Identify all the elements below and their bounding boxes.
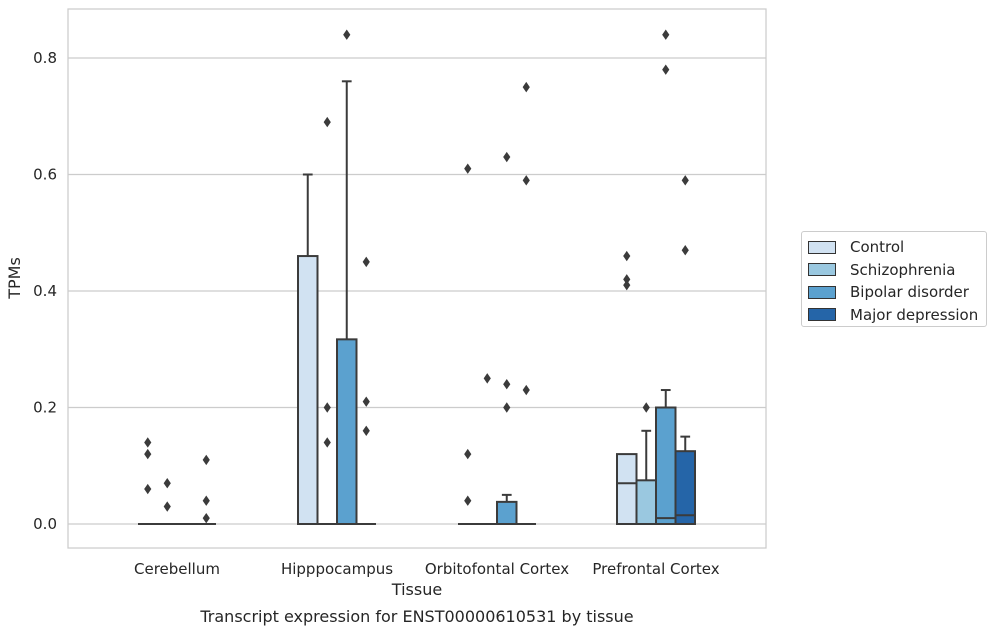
box-rect (496, 500, 518, 525)
x-tick-label: Hipppocampus (281, 560, 393, 578)
outlier-point (503, 151, 511, 163)
box-bipolar-disorder (336, 80, 358, 525)
outlier-point (464, 163, 472, 174)
y-tick-label: 0.6 (33, 166, 57, 184)
legend-item: Bipolar disorder (808, 281, 986, 304)
outlier-point (163, 501, 171, 512)
outlier-point (483, 373, 491, 384)
box-bipolar-disorder (496, 493, 518, 525)
box-major-depression (674, 435, 696, 525)
y-tick-labels: 0.0 0.2 0.4 0.6 0.8 (33, 49, 57, 533)
outlier-point (464, 495, 472, 506)
legend-swatch (808, 308, 836, 322)
legend-swatch (808, 263, 836, 277)
box-rect (297, 255, 319, 525)
box-rect (674, 450, 696, 525)
outlier-point (362, 256, 370, 268)
outlier-point (522, 81, 530, 93)
x-tick-labels: Cerebellum Hipppocampus Orbitofontal Corte… (134, 560, 720, 578)
outlier-point (144, 448, 152, 460)
legend-label: Control (850, 238, 905, 257)
outlier-point (522, 175, 530, 186)
y-tick-label: 0.4 (33, 282, 57, 300)
outlier-point (464, 448, 472, 460)
legend-item: Schizophrenia (808, 259, 986, 282)
outlier-point (323, 437, 331, 448)
outlier-point (163, 478, 171, 489)
legend: Control Schizophrenia Bipolar disorder Majo… (801, 231, 987, 327)
box-rect (616, 453, 638, 526)
x-tick-label: Cerebellum (134, 560, 220, 578)
outlier-point (362, 396, 370, 407)
outliers-layer (144, 29, 689, 524)
chart-caption: Transcript expression for ENST0000061053… (199, 607, 633, 626)
outlier-point (503, 379, 511, 390)
legend-item: Control (808, 236, 986, 259)
outlier-point (623, 279, 631, 291)
box-rect (336, 338, 358, 525)
outlier-point (144, 483, 152, 495)
legend-label: Major depression (850, 305, 979, 324)
outlier-point (642, 402, 650, 413)
outlier-point (681, 175, 689, 186)
box-bipolar-disorder (655, 389, 677, 525)
y-tick-label: 0.8 (33, 49, 57, 67)
outlier-point (503, 402, 511, 413)
outlier-point (343, 29, 351, 40)
x-tick-label: Prefrontal Cortex (592, 560, 719, 578)
plot-area (67, 8, 767, 549)
box-rect (655, 406, 677, 525)
outlier-point (623, 250, 631, 262)
outlier-point (323, 116, 331, 128)
legend-swatch (808, 285, 836, 299)
outlier-point (662, 29, 670, 40)
outlier-point (202, 454, 210, 466)
y-tick-label: 0.0 (33, 515, 57, 533)
outlier-point (362, 425, 370, 436)
legend-label: Schizophrenia (850, 260, 956, 279)
outlier-point (323, 402, 331, 413)
boxes-layer (138, 80, 696, 526)
legend-swatch (808, 240, 836, 254)
outlier-point (202, 512, 210, 524)
box-control (616, 453, 638, 526)
outlier-point (662, 64, 670, 75)
y-axis-label: TPMs (5, 257, 24, 300)
box-control (297, 173, 319, 525)
outlier-point (681, 245, 689, 256)
outlier-point (144, 437, 152, 448)
x-axis-label: Tissue (391, 580, 442, 599)
y-tick-label: 0.2 (33, 399, 57, 417)
outlier-point (202, 495, 210, 506)
box-schizophrenia (635, 429, 657, 525)
x-tick-label: Orbitofontal Cortex (425, 560, 569, 578)
outlier-point (522, 384, 530, 396)
outlier-point (623, 274, 631, 285)
legend-item: Major depression (808, 304, 986, 327)
legend-label: Bipolar disorder (850, 283, 969, 302)
box-rect (635, 479, 657, 525)
